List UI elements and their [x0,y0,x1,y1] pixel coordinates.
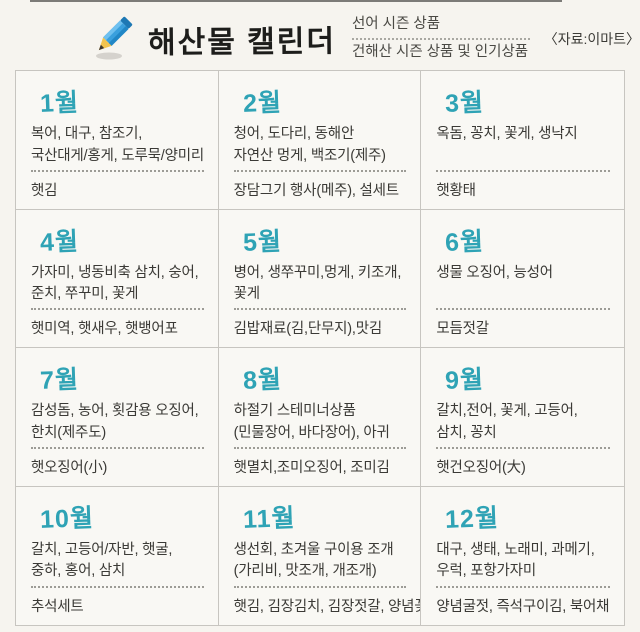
dried-items: 햇황태 [436,182,476,199]
legend: 선어 시즌 상품 건해산 시즌 상품 및 인기상품 [351,16,530,61]
dotted-divider [233,169,407,172]
dried-items: 추석세트 [31,599,84,615]
month-label: 3월 [444,88,485,118]
dried-items: 햇멸치,조미오징어, 조미김 [233,459,390,476]
dotted-divider [31,586,204,588]
month-label: 10월 [39,503,95,534]
month-cell-june: 6월 생물 오징어, 능성어 모듬젓갈 [421,210,624,348]
fresh-items: 옥돔, 꽁치, 꽃게, 생낙지 [436,126,578,142]
month-label: 12월 [444,503,500,534]
fresh-items: 감성돔, 농어, 횟감용 오징어, 한치(제주도) [31,403,199,441]
month-cell-april: 4월 가자미, 냉동비축 삼치, 숭어, 준치, 쭈꾸미, 꽃게 햇미역, 햇새… [16,209,219,348]
fresh-items: 생물 오징어, 능성어 [436,264,553,281]
dotted-divider [436,446,610,449]
month-cell-september: 9월 갈치,전어, 꽃게, 고등어, 삼치, 꽁치 햇건오징어(大) [421,348,624,487]
month-cell-may: 5월 병어, 생쭈꾸미,멍게, 키조개, 꽃게 김밥재료(김,단무지),맛김 [218,209,422,348]
dotted-divider [31,446,204,449]
fresh-items: 청어, 도다리, 동해안 자연산 멍게, 백조기(제주) [233,126,386,164]
dotted-divider [233,308,407,310]
dotted-divider [233,586,407,588]
fresh-items: 생선회, 초겨울 구이용 조개 (가리비, 맛조개, 개조개) [233,541,394,580]
dried-items: 장담그기 행사(메주), 설세트 [233,182,399,199]
dotted-divider [436,586,610,588]
fresh-items: 하절기 스테미너상품 (민물장어, 바다장어), 아귀 [233,403,390,441]
month-cell-december: 12월 대구, 생태, 노래미, 과메기, 우럭, 포항가자미 양념굴젓, 즉석… [421,487,624,626]
month-label: 2월 [242,88,283,118]
calendar-grid: 1월 복어, 대구, 참조기, 국산대게/홍게, 도루묵/양미리 햇김 2월 청… [15,70,625,626]
month-cell-february: 2월 청어, 도다리, 동해안 자연산 멍게, 백조기(제주) 장담그기 행사(… [218,71,422,210]
dried-items: 모듬젓갈 [436,321,489,337]
dotted-divider [31,169,204,172]
dotted-divider [31,308,204,310]
fresh-items: 가자미, 냉동비축 삼치, 숭어, 준치, 쭈꾸미, 꽃게 [31,264,199,303]
month-label: 4월 [39,227,80,257]
dried-items: 김밥재료(김,단무지),맛김 [233,321,383,337]
month-label: 9월 [444,365,485,395]
dried-items: 햇김, 김장김치, 김장젓갈, 양념꽃게 [233,599,422,615]
dried-items: 햇미역, 햇새우, 햇뱅어포 [31,321,178,337]
dried-items: 햇김 [31,182,58,199]
top-rule [30,0,562,2]
legend-dried-label: 건해산 시즌 상품 및 인기상품 [351,44,529,60]
page-title: 해산물 캘린더 [147,25,337,60]
dried-items: 햇오징어(小) [31,459,108,476]
month-label: 11월 [242,503,296,534]
dried-items: 양념굴젓, 즉석구이김, 북어채 [436,599,610,615]
month-cell-november: 11월 생선회, 초겨울 구이용 조개 (가리비, 맛조개, 개조개) 햇김, … [219,486,422,625]
month-label: 1월 [39,88,80,118]
fresh-items: 대구, 생태, 노래미, 과메기, 우럭, 포항가자미 [436,541,595,580]
dotted-divider [233,446,407,449]
month-cell-august: 8월 하절기 스테미너상품 (민물장어, 바다장어), 아귀 햇멸치,조미오징어… [218,348,422,487]
source-credit: 〈자료:이마트〉 [543,31,640,47]
legend-fresh-label: 선어 시즌 상품 [351,16,530,40]
dotted-divider [436,169,610,172]
month-label: 5월 [242,227,283,257]
pencil-icon [88,14,138,67]
fresh-items: 갈치, 고등어/자반, 햇굴, 중하, 홍어, 삼치 [31,541,173,580]
month-label: 7월 [39,365,80,395]
fresh-items: 병어, 생쭈꾸미,멍게, 키조개, 꽃게 [233,264,402,303]
header: 해산물 캘린더 선어 시즌 상품 건해산 시즌 상품 및 인기상품 〈자료:이마… [0,8,640,70]
month-cell-october: 10월 갈치, 고등어/자반, 햇굴, 중하, 홍어, 삼치 추석세트 [16,486,219,625]
dried-items: 햇건오징어(大) [436,459,526,476]
fresh-items: 복어, 대구, 참조기, 국산대게/홍게, 도루묵/양미리 [31,126,204,164]
fresh-items: 갈치,전어, 꽃게, 고등어, 삼치, 꽁치 [436,403,578,441]
month-label: 8월 [242,365,283,395]
month-cell-january: 1월 복어, 대구, 참조기, 국산대게/홍게, 도루묵/양미리 햇김 [16,71,219,210]
month-cell-july: 7월 감성돔, 농어, 횟감용 오징어, 한치(제주도) 햇오징어(小) [16,348,219,487]
dotted-divider [436,308,610,310]
month-label: 6월 [444,227,485,257]
month-cell-march: 3월 옥돔, 꽁치, 꽃게, 생낙지 햇황태 [421,71,624,210]
